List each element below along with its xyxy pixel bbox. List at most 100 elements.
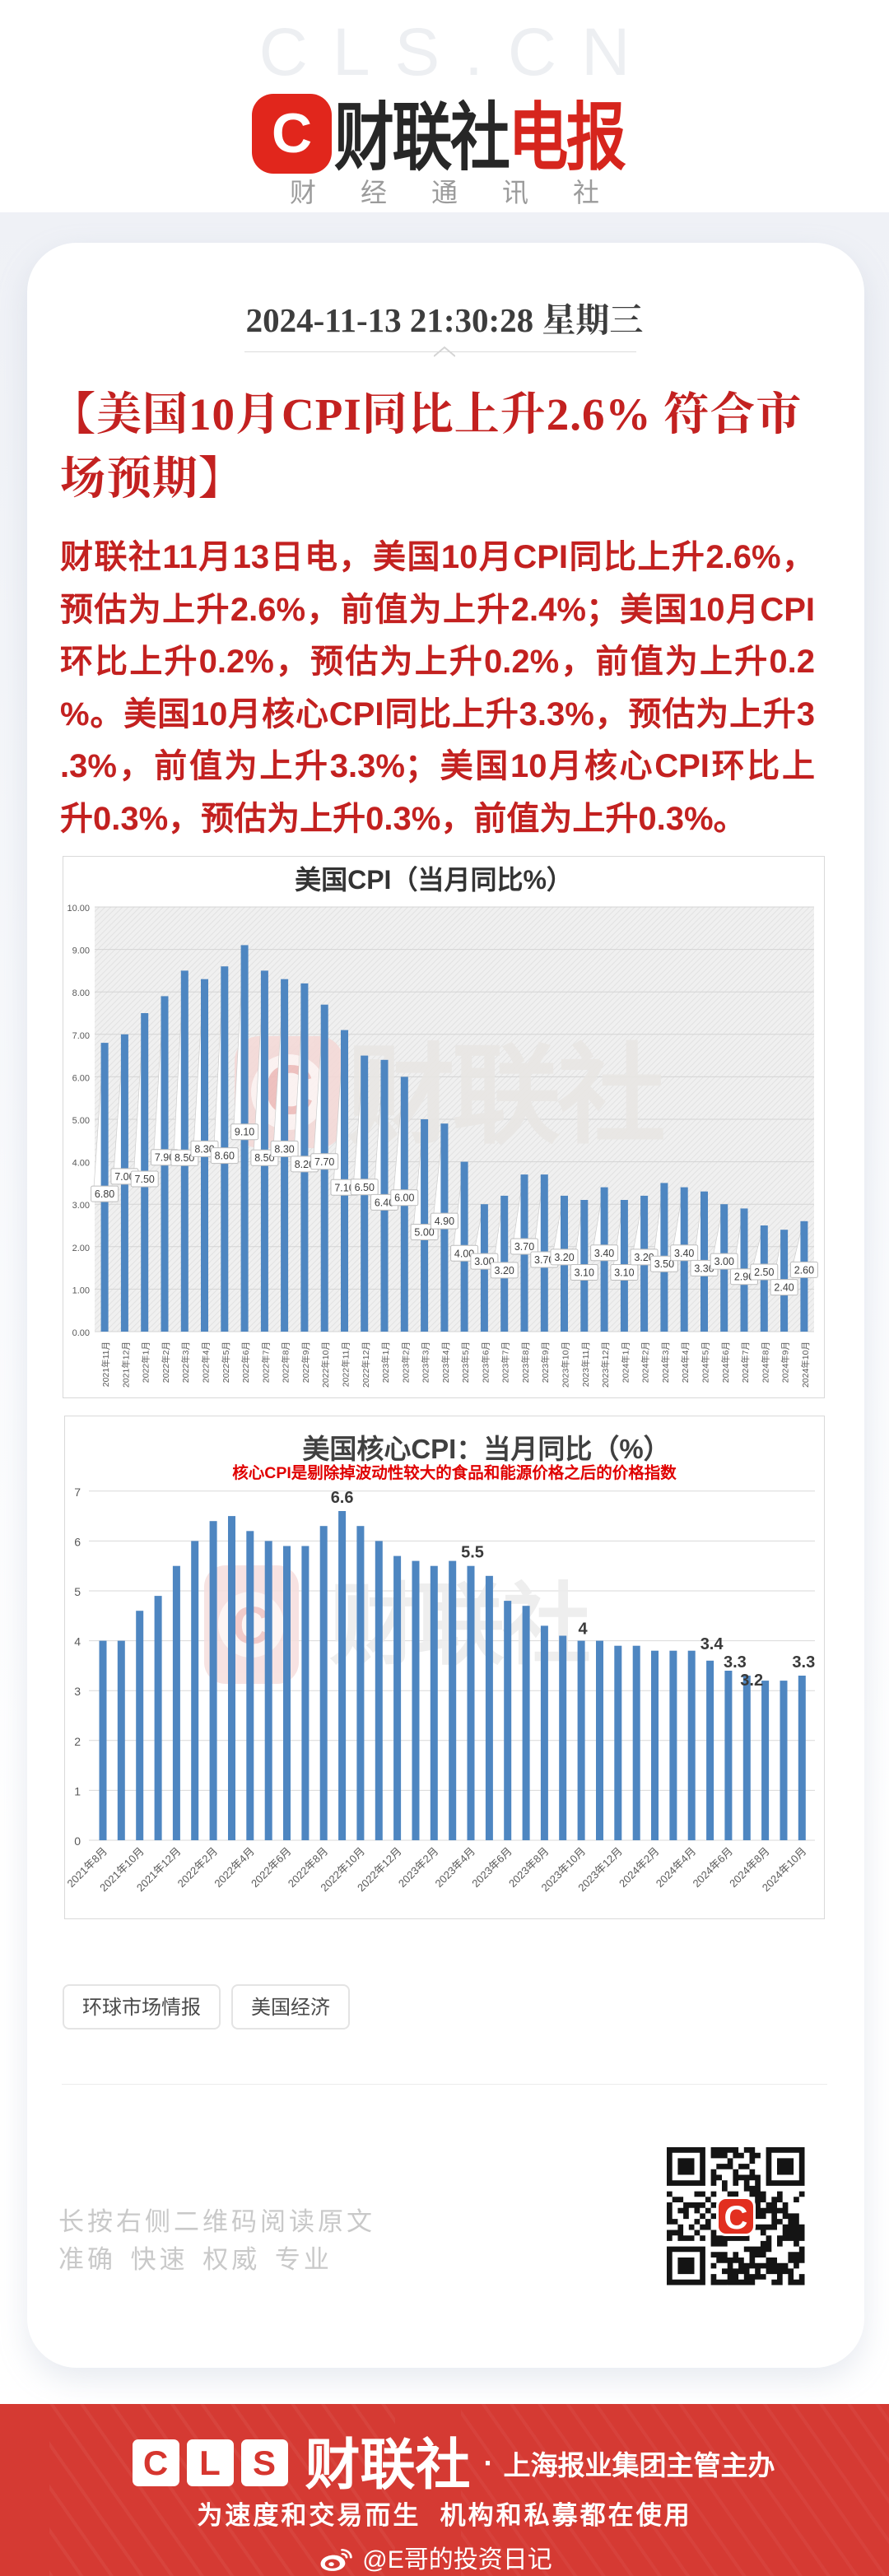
svg-text:2023年6月: 2023年6月	[480, 1341, 491, 1383]
svg-text:美国CPI（当月同比%）: 美国CPI（当月同比%）	[295, 865, 573, 895]
svg-text:7.00: 7.00	[72, 1031, 90, 1041]
svg-text:3.00: 3.00	[474, 1256, 494, 1267]
svg-text:核心CPI是剔除掉波动性较大的食品和能源价格之后的价格指数: 核心CPI是剔除掉波动性较大的食品和能源价格之后的价格指数	[232, 1463, 677, 1482]
svg-text:3.10: 3.10	[614, 1267, 634, 1279]
svg-text:6: 6	[74, 1535, 81, 1548]
svg-text:美国核心CPI：当月同比（%）: 美国核心CPI：当月同比（%）	[302, 1434, 670, 1464]
svg-text:财联社: 财联社	[347, 1035, 663, 1156]
svg-text:2022年1月: 2022年1月	[141, 1341, 151, 1383]
svg-text:4.00: 4.00	[454, 1248, 474, 1259]
svg-text:5.00: 5.00	[72, 1116, 90, 1126]
svg-text:6.6: 6.6	[331, 1489, 354, 1507]
svg-text:2023年1月: 2023年1月	[380, 1341, 391, 1383]
svg-text:2.40: 2.40	[774, 1282, 794, 1294]
svg-text:3.40: 3.40	[674, 1248, 694, 1259]
svg-text:2021年12月: 2021年12月	[120, 1341, 131, 1388]
svg-text:2023年9月: 2023年9月	[540, 1341, 551, 1383]
svg-text:2.00: 2.00	[72, 1244, 90, 1253]
svg-text:2024年2月: 2024年2月	[640, 1341, 651, 1383]
svg-text:7: 7	[74, 1486, 81, 1499]
svg-text:C: C	[724, 2200, 748, 2236]
svg-text:2022年2月: 2022年2月	[161, 1341, 171, 1383]
svg-text:3.10: 3.10	[575, 1267, 594, 1279]
svg-text:2022年4月: 2022年4月	[201, 1341, 212, 1383]
svg-text:0: 0	[74, 1834, 81, 1848]
svg-text:2023年5月: 2023年5月	[460, 1341, 471, 1383]
svg-text:8.20: 8.20	[295, 1159, 314, 1170]
svg-text:3.2: 3.2	[740, 1672, 763, 1690]
svg-text:7.10: 7.10	[334, 1182, 354, 1193]
svg-text:8.00: 8.00	[72, 988, 90, 998]
svg-text:2023年11月: 2023年11月	[580, 1341, 591, 1387]
svg-text:2023年2月: 2023年2月	[400, 1341, 411, 1383]
svg-text:2.60: 2.60	[794, 1264, 814, 1276]
svg-text:2023年3月: 2023年3月	[421, 1341, 431, 1383]
svg-text:4: 4	[579, 1620, 589, 1639]
svg-text:2023年4月: 2023年4月	[440, 1341, 451, 1383]
svg-text:1.00: 1.00	[72, 1286, 90, 1295]
svg-text:5.00: 5.00	[414, 1227, 434, 1239]
svg-text:3.3: 3.3	[724, 1653, 747, 1672]
svg-text:6.50: 6.50	[355, 1182, 375, 1193]
svg-text:8.60: 8.60	[215, 1151, 235, 1162]
svg-text:3.00: 3.00	[72, 1201, 90, 1211]
svg-text:7.70: 7.70	[314, 1156, 334, 1168]
svg-text:9.10: 9.10	[235, 1127, 254, 1138]
svg-text:8.50: 8.50	[175, 1152, 194, 1164]
svg-text:8.50: 8.50	[254, 1152, 274, 1164]
svg-text:3.40: 3.40	[594, 1248, 614, 1259]
svg-text:2022年3月: 2022年3月	[180, 1341, 191, 1383]
svg-text:2022年12月: 2022年12月	[361, 1341, 371, 1388]
svg-text:2023年7月: 2023年7月	[500, 1341, 511, 1383]
svg-text:6.00: 6.00	[394, 1193, 414, 1204]
svg-text:8.30: 8.30	[274, 1143, 294, 1155]
svg-text:5: 5	[74, 1585, 81, 1598]
svg-text:4.00: 4.00	[72, 1159, 90, 1169]
svg-text:2024年3月: 2024年3月	[660, 1341, 671, 1383]
svg-text:3.70: 3.70	[514, 1241, 534, 1253]
svg-text:3.70: 3.70	[534, 1254, 554, 1266]
svg-text:2024年8月: 2024年8月	[760, 1341, 770, 1383]
svg-text:2022年11月: 2022年11月	[341, 1341, 351, 1387]
svg-text:3.50: 3.50	[654, 1258, 674, 1270]
svg-text:3.30: 3.30	[694, 1262, 714, 1274]
svg-text:3.20: 3.20	[495, 1265, 514, 1276]
svg-text:3.4: 3.4	[700, 1635, 724, 1653]
svg-text:2024年9月: 2024年9月	[780, 1341, 791, 1383]
svg-text:2024年7月: 2024年7月	[740, 1341, 751, 1383]
svg-text:2.50: 2.50	[754, 1267, 774, 1278]
svg-text:10.00: 10.00	[67, 904, 90, 914]
svg-text:3: 3	[74, 1685, 81, 1698]
svg-text:5.5: 5.5	[461, 1544, 484, 1562]
svg-text:2022年6月: 2022年6月	[240, 1341, 251, 1383]
svg-text:2.90: 2.90	[734, 1272, 754, 1283]
svg-text:7.50: 7.50	[135, 1174, 155, 1185]
svg-text:3.20: 3.20	[634, 1252, 654, 1263]
svg-text:2024年6月: 2024年6月	[720, 1341, 731, 1383]
svg-text:4: 4	[74, 1635, 81, 1648]
svg-text:2024年10月: 2024年10月	[800, 1341, 811, 1388]
svg-text:2022年8月: 2022年8月	[281, 1341, 291, 1383]
svg-text:2022年9月: 2022年9月	[300, 1341, 311, 1383]
svg-text:3.00: 3.00	[714, 1256, 734, 1267]
svg-text:6.00: 6.00	[72, 1073, 90, 1083]
svg-text:7.90: 7.90	[155, 1152, 175, 1164]
svg-text:4.90: 4.90	[435, 1216, 454, 1227]
svg-text:3.20: 3.20	[554, 1252, 574, 1263]
svg-text:财联社: 财联社	[329, 1575, 589, 1675]
svg-text:2024年5月: 2024年5月	[700, 1341, 711, 1383]
svg-text:1: 1	[74, 1784, 81, 1797]
svg-text:3.3: 3.3	[792, 1653, 815, 1672]
svg-text:7.00: 7.00	[114, 1171, 134, 1183]
svg-text:2023年10月: 2023年10月	[561, 1341, 571, 1388]
svg-text:8.30: 8.30	[194, 1143, 214, 1155]
svg-text:2022年10月: 2022年10月	[320, 1341, 331, 1388]
svg-text:2: 2	[74, 1735, 81, 1748]
svg-text:2023年8月: 2023年8月	[520, 1341, 531, 1383]
svg-text:6.40: 6.40	[375, 1197, 394, 1208]
svg-text:2021年11月: 2021年11月	[100, 1341, 111, 1387]
svg-text:2024年1月: 2024年1月	[620, 1341, 631, 1383]
svg-text:2023年12月: 2023年12月	[600, 1341, 611, 1388]
svg-text:2024年4月: 2024年4月	[680, 1341, 691, 1383]
svg-text:2022年5月: 2022年5月	[221, 1341, 231, 1383]
